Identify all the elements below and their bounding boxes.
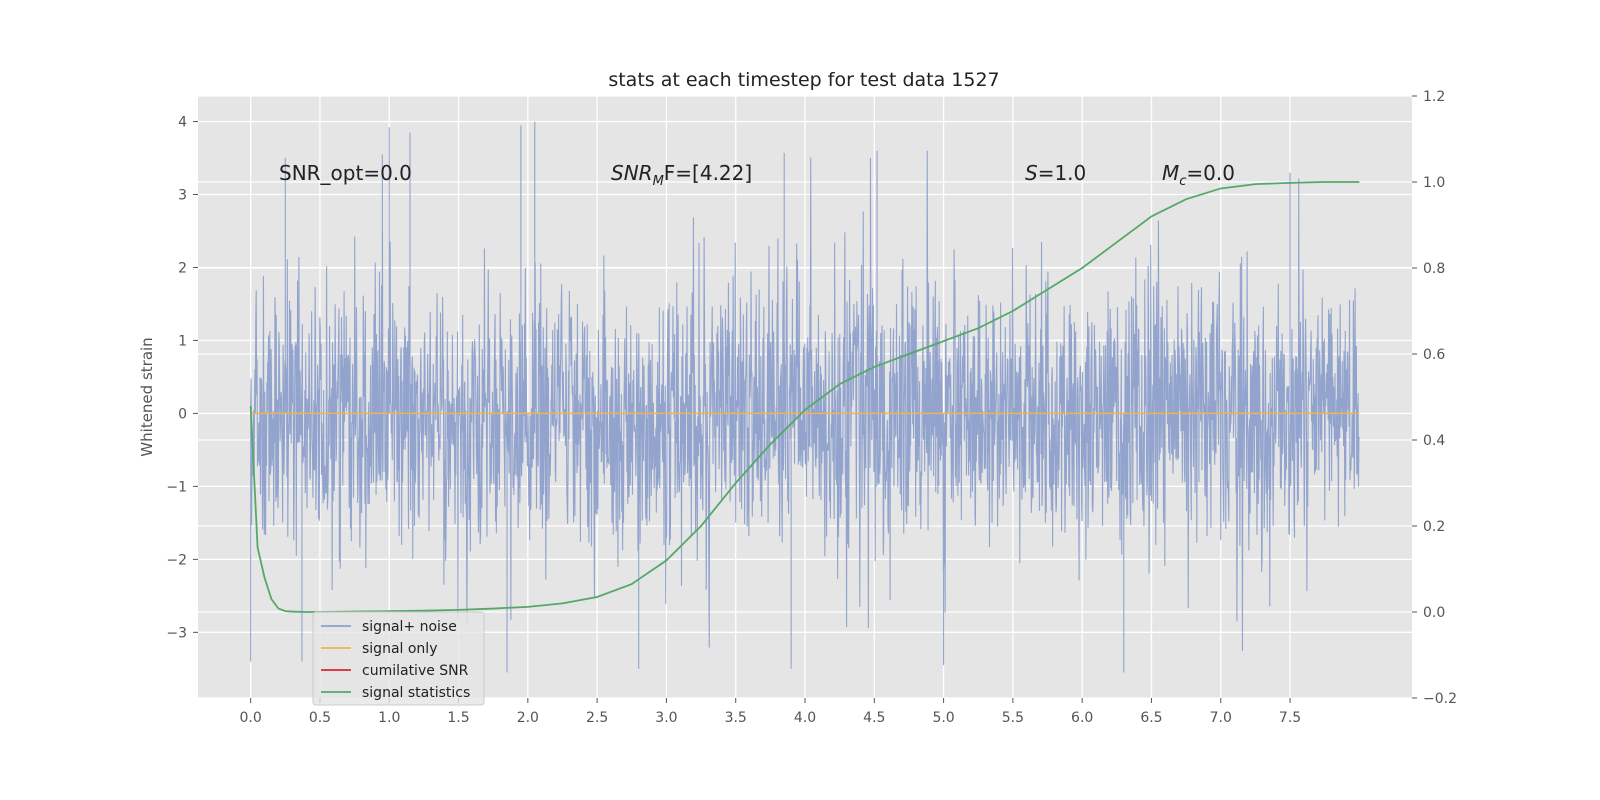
x-tick-label-10: 5.0	[932, 710, 954, 726]
line-series-layer	[249, 181, 1360, 613]
x-tick-label-8: 4.0	[794, 710, 816, 726]
legend-label-2: cumilative SNR	[362, 663, 469, 679]
annotation-mc: Mc=0.0	[1162, 161, 1235, 189]
x-tick-label-7: 3.5	[725, 710, 747, 726]
annotation-snr-mf-sub: M	[653, 174, 664, 189]
y-right-tick-label-5: 0.8	[1423, 261, 1445, 277]
x-tick-label-9: 4.5	[863, 710, 885, 726]
annotation-layer: SNR_opt=0.0 SNRMF=[4.22] S=1.0 Mc=0.0	[279, 161, 1235, 189]
x-tick-label-6: 3.0	[655, 710, 677, 726]
x-tick-label-11: 5.5	[1002, 710, 1024, 726]
axes-layer: 0.0 0.5 1.0 1.5 2.0 2.5 3.0 3.5 4.0 4.5 5.0 5.5 6.0 6…	[166, 89, 1457, 726]
legend-label-3: signal statistics	[362, 685, 470, 701]
chart-title: stats at each timestep for test data 152…	[608, 69, 999, 91]
annotation-snr-mf-main: SNR	[611, 161, 653, 185]
annotation-mc-subscript: c	[1179, 174, 1186, 189]
y-left-tick-label-4: 1	[178, 333, 187, 349]
y-left-tick-label-6: 3	[178, 188, 187, 204]
x-tick-label-5: 2.5	[586, 710, 608, 726]
y-left-tick-label-3: 0	[178, 406, 187, 422]
x-tick-label-2: 1.0	[378, 710, 400, 726]
x-tick-label-3: 1.5	[447, 710, 469, 726]
y-axis-label: Whitened strain	[138, 337, 156, 456]
legend: signal+ noise signal only cumilative SNR si…	[312, 611, 485, 706]
annotation-mc-value: =0.0	[1186, 161, 1235, 185]
y-right-tick-label-3: 0.4	[1423, 433, 1445, 449]
annotation-mc-symbol: M	[1162, 161, 1179, 185]
annotation-s: S=1.0	[1025, 161, 1086, 185]
x-tick-label-0: 0.0	[240, 710, 262, 726]
legend-label-1: signal only	[362, 641, 437, 657]
y-right-tick-label-6: 1.0	[1423, 175, 1445, 191]
annotation-s-symbol: S	[1025, 161, 1038, 185]
series-signal-statistics-line	[249, 181, 1360, 613]
series-signal-plus-noise-line	[250, 121, 1360, 673]
y-right-tick-label-2: 0.2	[1423, 519, 1445, 535]
y-right-tick-label-0: −0.2	[1423, 691, 1457, 707]
y-left-tick-label-5: 2	[178, 260, 187, 276]
y-left-tick-label-0: −3	[166, 625, 187, 641]
x-tick-label-12: 6.0	[1071, 710, 1093, 726]
x-tick-label-1: 0.5	[309, 710, 331, 726]
y-left-tick-label-1: −2	[166, 552, 187, 568]
signal-plus-noise-series	[250, 121, 1360, 673]
y-left-tick-label-7: 4	[178, 115, 187, 131]
annotation-snr-opt: SNR_opt=0.0	[279, 161, 412, 185]
x-tick-label-14: 7.0	[1210, 710, 1232, 726]
annotation-snr-mf-tail: F=[4.22]	[664, 161, 752, 185]
legend-label-0: signal+ noise	[362, 619, 457, 635]
y-left-tick-label-2: −1	[166, 479, 187, 495]
legend-box	[312, 611, 485, 706]
y-right-tick-label-1: 0.0	[1423, 605, 1445, 621]
x-tick-label-13: 6.5	[1140, 710, 1162, 726]
y-right-tick-label-4: 0.6	[1423, 347, 1445, 363]
y-right-tick-label-7: 1.2	[1423, 89, 1445, 105]
annotation-s-value: =1.0	[1038, 161, 1087, 185]
x-tick-label-4: 2.0	[517, 710, 539, 726]
x-tick-label-15: 7.5	[1279, 710, 1301, 726]
annotation-snr-mf: SNRMF=[4.22]	[611, 161, 752, 189]
